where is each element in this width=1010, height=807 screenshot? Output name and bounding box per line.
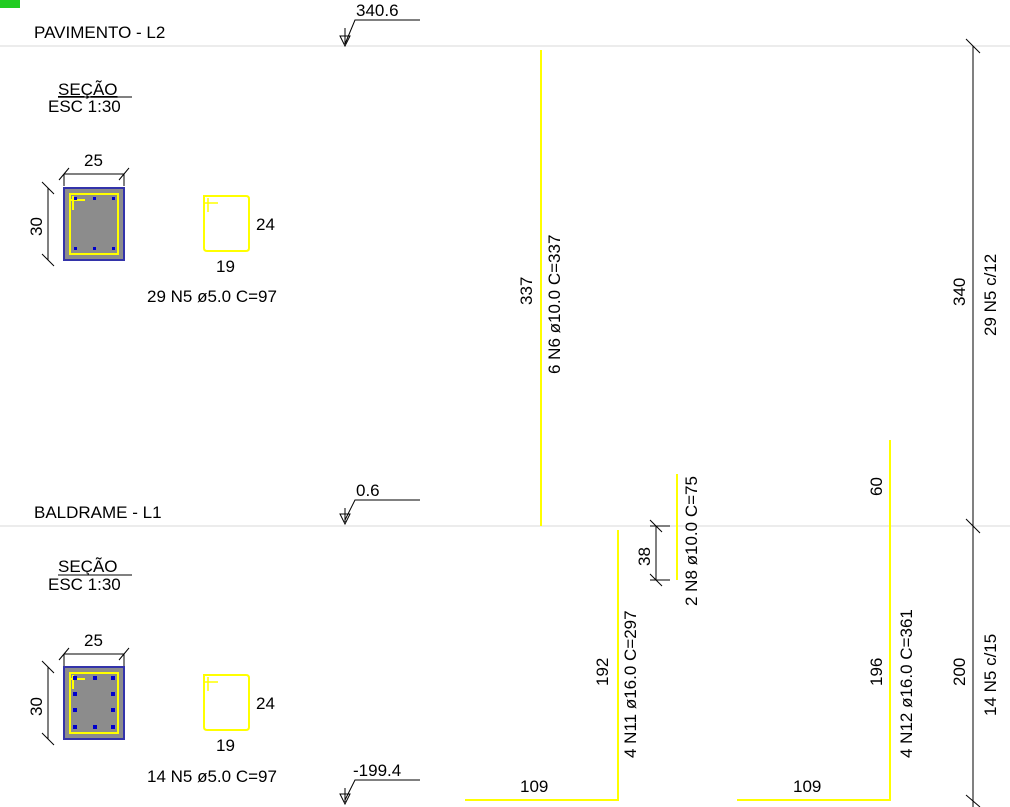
rebar-n11-hook: 109 xyxy=(520,777,548,796)
elevation-foundation-label: -199.4 xyxy=(353,761,401,780)
rebar-n12-length: 196 xyxy=(867,658,886,686)
bar-dot xyxy=(73,676,77,680)
stirrup-lower-spec: 14 N5 ø5.0 C=97 xyxy=(147,767,277,786)
corner-marker xyxy=(0,0,20,8)
section-lower-stirrup xyxy=(69,672,119,734)
rebar-n11-length: 192 xyxy=(593,658,612,686)
elevation-marker-foundation: -199.4 xyxy=(339,761,420,806)
stirrup-lower-height: 24 xyxy=(256,694,275,713)
bar-dot xyxy=(112,247,115,250)
rebar-n12-spec: 4 N12 ø16.0 C=361 xyxy=(897,609,916,758)
bar-dot xyxy=(93,725,97,729)
section-lower-width: 25 xyxy=(84,631,103,650)
bar-dot xyxy=(74,247,77,250)
level-name-bottom: BALDRAME - L1 xyxy=(34,503,162,522)
bar-dot xyxy=(111,692,115,696)
rebar-n12 xyxy=(737,440,891,801)
stirrup-zone-upper-length: 340 xyxy=(950,278,969,306)
bar-dot xyxy=(73,708,77,712)
stirrup-upper-height: 24 xyxy=(256,215,275,234)
elevation-marker-top: 340.6 xyxy=(339,1,420,48)
bar-dot xyxy=(93,247,96,250)
section-lower-scale: ESC 1:30 xyxy=(48,575,121,594)
section-lower-height: 30 xyxy=(27,697,46,716)
stirrup-zone-upper-spec: 29 N5 c/12 xyxy=(981,254,1000,336)
bar-dot xyxy=(73,692,77,696)
rebar-n8-dimension xyxy=(649,519,670,587)
section-upper-height: 30 xyxy=(27,217,46,236)
bar-dot xyxy=(93,676,97,680)
bar-dot xyxy=(111,725,115,729)
section-upper-scale: ESC 1:30 xyxy=(48,97,121,116)
stirrup-shape-lower xyxy=(203,674,250,731)
rebar-n11 xyxy=(465,530,619,801)
rebar-n12-hook: 109 xyxy=(793,777,821,796)
section-upper: SEÇÃO ESC 1:30 25 30 24 19 29 N5 ø5.0 C=… xyxy=(27,80,277,306)
bar-dot xyxy=(73,725,77,729)
section-upper-width: 25 xyxy=(84,151,103,170)
rebar-n8-spec: 2 N8 ø10.0 C=75 xyxy=(682,476,701,606)
bar-dot xyxy=(111,708,115,712)
bar-dot xyxy=(93,197,96,200)
section-lower-title: SEÇÃO xyxy=(58,557,118,576)
rebar-n8-length: 38 xyxy=(635,547,654,566)
section-upper-title: SEÇÃO xyxy=(58,80,118,99)
stirrup-lower-width: 19 xyxy=(216,736,235,755)
elevation-bottom-label: 0.6 xyxy=(356,481,380,500)
stirrup-zone-lower-spec: 14 N5 c/15 xyxy=(981,634,1000,716)
stirrup-shape-upper xyxy=(203,195,250,252)
stirrup-zone-dimension xyxy=(965,38,981,807)
stirrup-upper-spec: 29 N5 ø5.0 C=97 xyxy=(147,287,277,306)
bar-dot xyxy=(112,197,115,200)
elevation-marker-bottom: 0.6 xyxy=(339,481,420,526)
stirrup-upper-width: 19 xyxy=(216,257,235,276)
rebar-n11-spec: 4 N11 ø16.0 C=297 xyxy=(621,610,640,758)
bar-dot xyxy=(74,197,77,200)
rebar-n6-spec: 6 N6 ø10.0 C=337 xyxy=(545,235,564,374)
bar-dot xyxy=(111,676,115,680)
section-lower: SEÇÃO ESC 1:30 25 30 24 19 14 N5 ø5.0 C=… xyxy=(27,557,277,786)
rebar-n12-lap: 60 xyxy=(867,477,886,496)
stirrup-zone-lower-length: 200 xyxy=(950,658,969,686)
level-name-top: PAVIMENTO - L2 xyxy=(34,23,165,42)
rebar-n6-length: 337 xyxy=(517,277,536,305)
elevation-top-label: 340.6 xyxy=(356,1,399,20)
section-upper-stirrup xyxy=(69,193,119,255)
